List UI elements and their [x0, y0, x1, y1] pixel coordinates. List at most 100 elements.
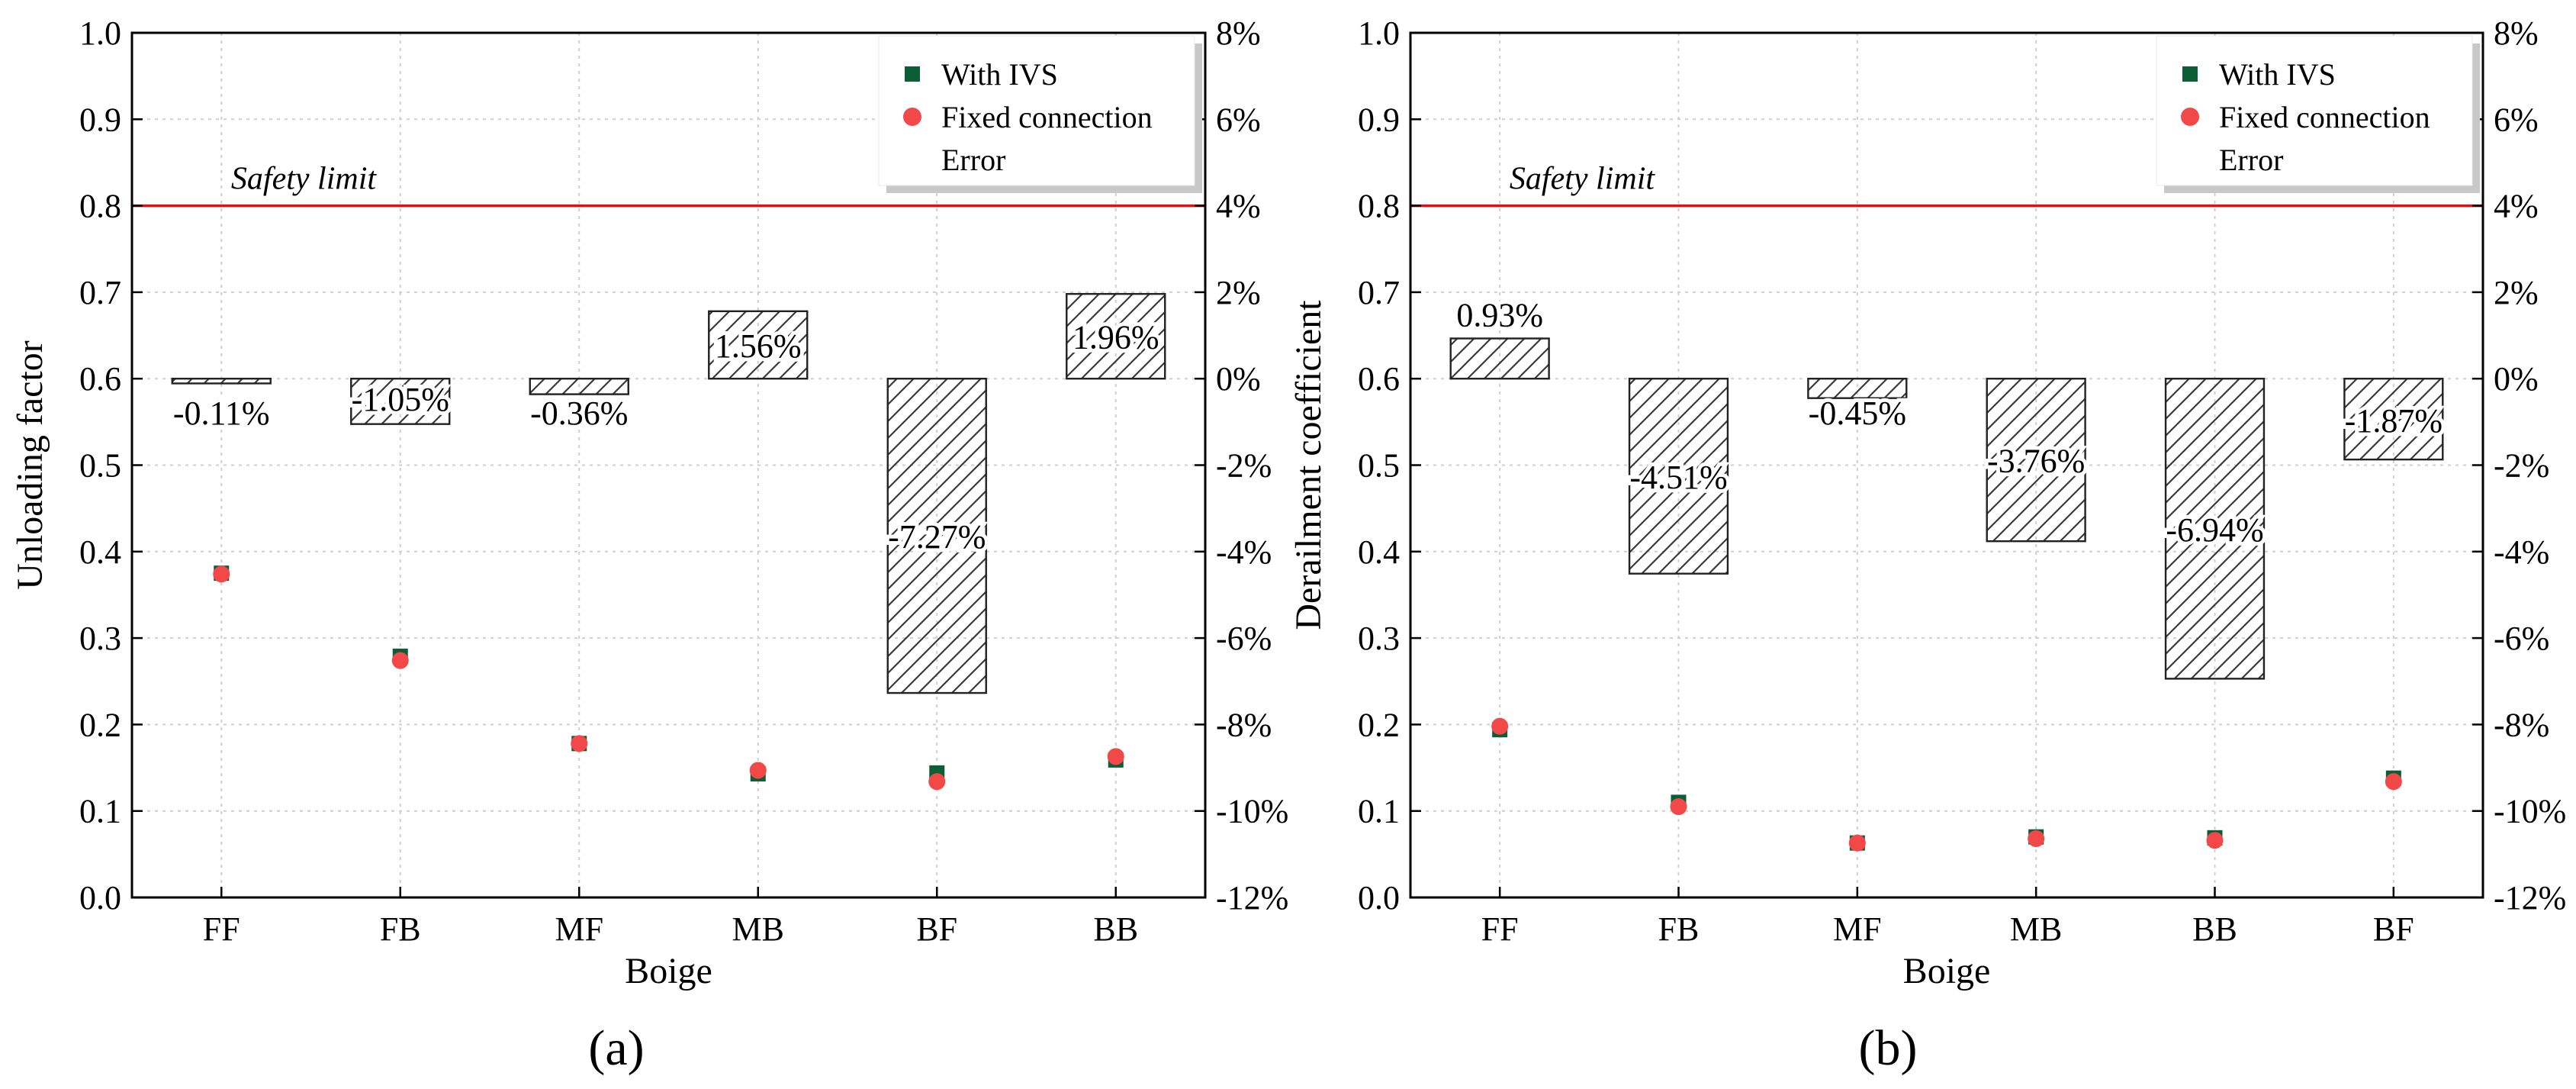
error-bar-label: -4.51%	[1629, 459, 1727, 496]
fixed-connection-marker	[391, 652, 409, 669]
y2-tick-label: -8%	[2494, 706, 2549, 743]
y-tick-label: 1.0	[1358, 14, 1400, 52]
x-tick-label: BF	[2373, 910, 2414, 948]
error-bar	[1628, 378, 1729, 575]
fixed-connection-marker	[928, 773, 946, 791]
error-bar	[171, 378, 272, 385]
y2-tick-label: -12%	[1216, 879, 1288, 917]
x-axis-title: Boige	[1903, 951, 1991, 991]
fixed-connection-marker	[1491, 717, 1509, 735]
error-bar-label: -3.76%	[1987, 443, 2085, 480]
y-tick-label: 0.0	[1358, 879, 1400, 917]
legend-fixed-connection-marker	[2181, 108, 2199, 126]
fixed-connection-marker	[749, 762, 767, 779]
x-tick-label: BB	[1093, 910, 1138, 948]
y-axis-title: Unloading factor	[10, 340, 50, 590]
safety-limit-label: Safety limit	[1510, 162, 1655, 197]
y-tick-label: 1.0	[79, 14, 121, 52]
x-tick-label: FB	[1658, 910, 1700, 948]
error-bar	[529, 378, 629, 395]
y-tick-label: 0.4	[79, 533, 121, 571]
error-bar-label: -0.45%	[1809, 395, 1906, 432]
y-tick-label: 0.8	[1358, 188, 1400, 225]
y-tick-label: 0.2	[79, 706, 121, 743]
x-tick-label: MF	[1833, 910, 1882, 948]
error-bar-label: -7.27%	[888, 518, 986, 556]
error-bar-label: -0.11%	[173, 395, 270, 432]
fixed-connection-marker	[1107, 748, 1124, 765]
y-tick-label: 0.1	[1358, 793, 1400, 830]
y2-tick-label: 0%	[1216, 360, 1261, 398]
legend-with-ivs-label: With IVS	[2219, 57, 2336, 92]
y-tick-label: 0.5	[79, 447, 121, 485]
y-tick-label: 0.3	[1358, 620, 1400, 657]
fixed-connection-marker	[2206, 832, 2224, 849]
x-tick-label: BF	[916, 910, 957, 948]
legend-with-ivs-marker	[905, 66, 920, 82]
legend-error-label: Error	[941, 143, 1005, 177]
y-tick-label: 0.9	[1358, 101, 1400, 138]
y2-tick-label: 0%	[2494, 360, 2539, 398]
y-tick-label: 0.7	[79, 274, 121, 311]
y-tick-label: 0.3	[79, 620, 121, 657]
legend-box	[878, 35, 1195, 186]
y2-tick-label: 2%	[2494, 274, 2539, 311]
y2-tick-label: 8%	[2494, 14, 2539, 52]
error-bar	[1449, 337, 1550, 380]
y2-tick-label: -2%	[2494, 447, 2549, 485]
fixed-connection-marker	[2385, 773, 2402, 791]
x-tick-label: MB	[732, 910, 784, 948]
panel-label: (a)	[588, 1020, 644, 1076]
y2-tick-label: 8%	[1216, 14, 1261, 52]
y-tick-label: 0.7	[1358, 274, 1400, 311]
legend-box	[2156, 35, 2473, 186]
fixed-connection-marker	[1848, 834, 1866, 852]
fixed-connection-marker	[213, 565, 230, 583]
error-bar	[1807, 378, 1908, 399]
y2-tick-label: 4%	[2494, 188, 2539, 225]
fixed-connection-marker	[2028, 830, 2045, 847]
chart-panel-b: Safety limit 0.93% -4.51% -0.45% -3.76% -6.94…	[1288, 14, 2566, 1076]
x-tick-label: MB	[2010, 910, 2062, 948]
error-bar-label: -6.94%	[2166, 511, 2263, 549]
x-tick-label: MF	[555, 910, 603, 948]
chart-panel-a: Safety limit -0.11% -1.05% -0.36% 1.56% -7.27…	[10, 14, 1288, 1076]
error-bar	[350, 378, 451, 425]
y-tick-label: 0.9	[79, 101, 121, 138]
safety-limit-label: Safety limit	[231, 162, 377, 197]
error-bar	[2164, 378, 2266, 680]
error-bar	[1066, 292, 1166, 380]
y2-tick-label: -2%	[1216, 447, 1272, 485]
panel-label: (b)	[1859, 1020, 1918, 1076]
error-bar-label: 0.93%	[1456, 297, 1543, 334]
y2-tick-label: -10%	[2494, 793, 2566, 830]
y-tick-label: 0.5	[1358, 447, 1400, 485]
y2-tick-label: -4%	[1216, 533, 1272, 571]
legend-with-ivs-marker	[2182, 66, 2198, 82]
y2-tick-label: -10%	[1216, 793, 1288, 830]
y2-tick-label: 6%	[1216, 101, 1261, 138]
legend-fixed-connection-label: Fixed connection	[2219, 100, 2430, 134]
x-tick-label: BB	[2192, 910, 2237, 948]
error-bar	[1986, 378, 2086, 543]
error-bar	[886, 378, 987, 694]
x-tick-label: FF	[203, 910, 240, 948]
y2-tick-label: -6%	[1216, 620, 1272, 657]
y2-tick-label: 4%	[1216, 188, 1261, 225]
fixed-connection-marker	[571, 735, 588, 752]
error-bar-label: 1.56%	[715, 327, 802, 365]
y2-tick-label: 2%	[1216, 274, 1261, 311]
error-bar	[708, 310, 809, 380]
y-axis-title: Derailment coefficient	[1288, 300, 1329, 630]
y2-tick-label: -6%	[2494, 620, 2549, 657]
y2-tick-label: -4%	[2494, 533, 2549, 571]
x-axis-title: Boige	[625, 951, 712, 991]
y2-tick-label: 6%	[2494, 101, 2539, 138]
legend-fixed-connection-label: Fixed connection	[941, 100, 1153, 134]
y-tick-label: 0.6	[1358, 360, 1400, 398]
fixed-connection-marker	[1670, 798, 1687, 816]
y2-tick-label: -8%	[1216, 706, 1272, 743]
x-tick-label: FB	[380, 910, 421, 948]
legend-error-label: Error	[2219, 143, 2283, 177]
